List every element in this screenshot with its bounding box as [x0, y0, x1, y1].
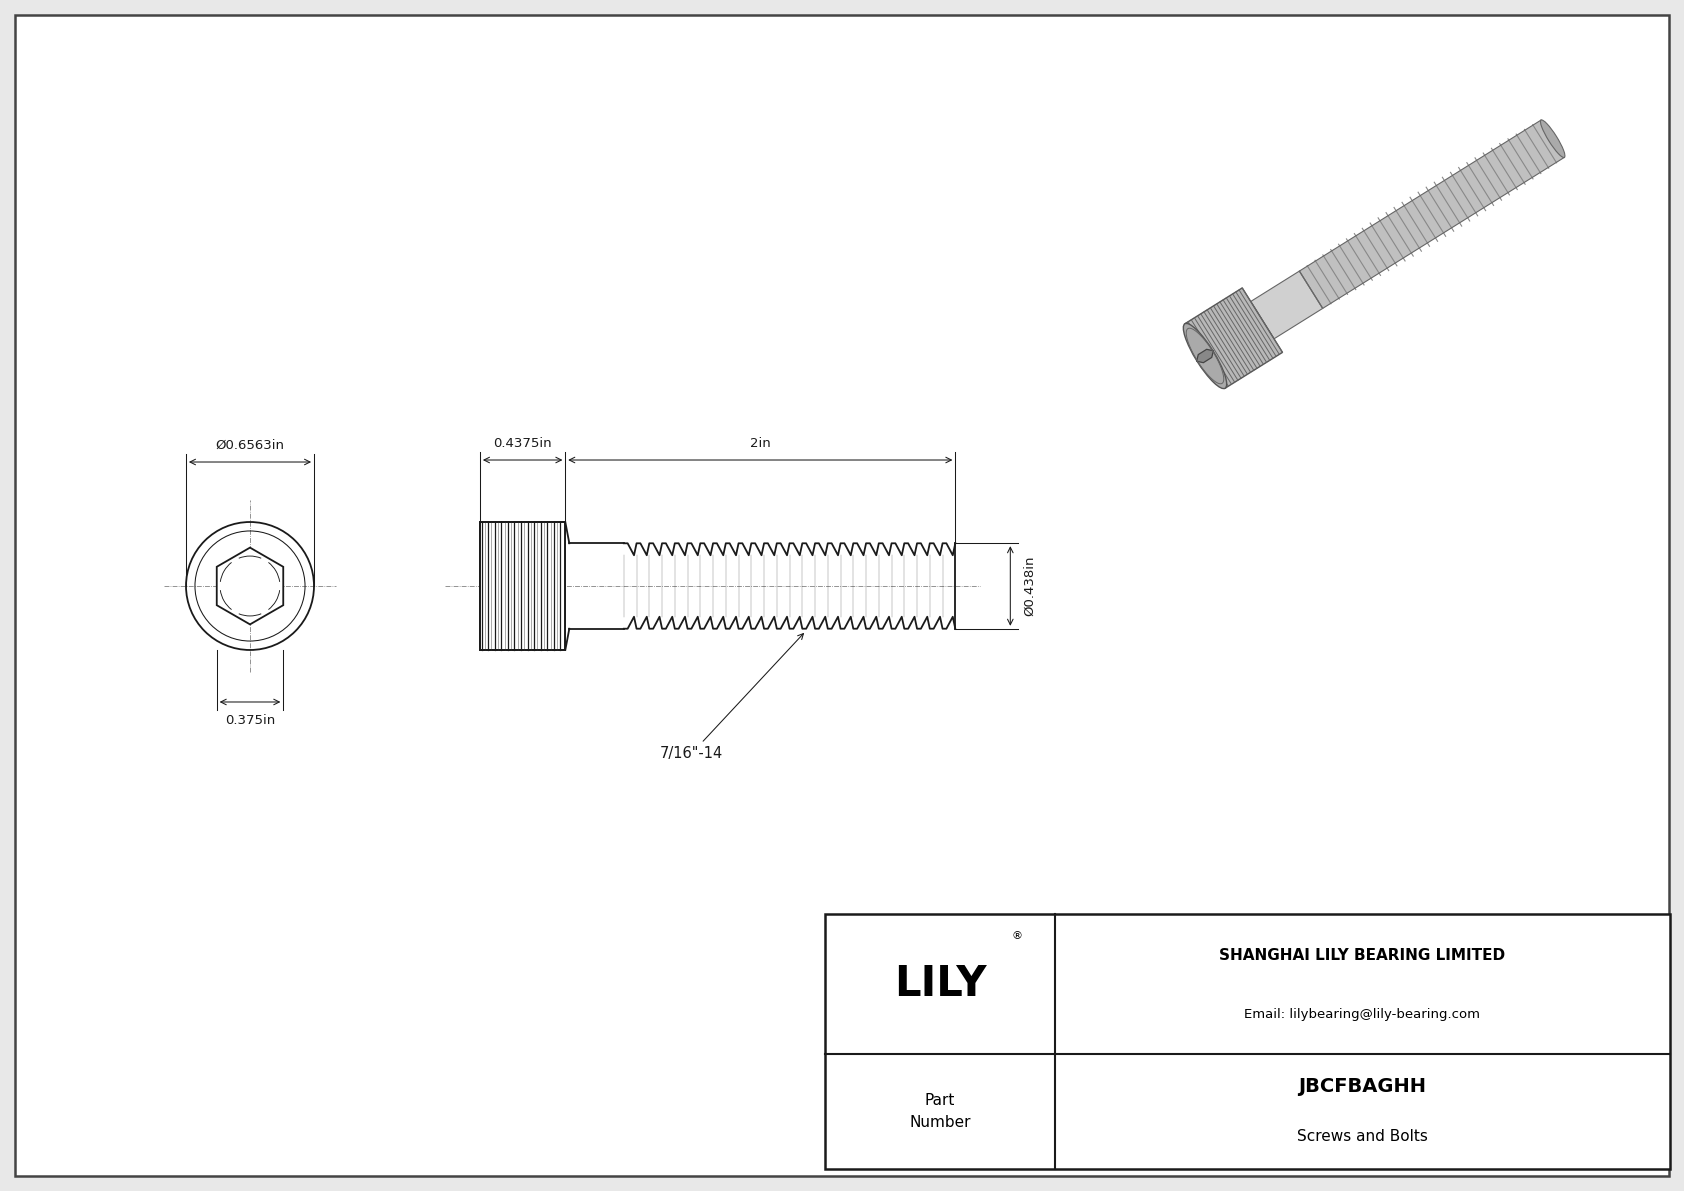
Bar — [480, 522, 566, 650]
Text: Email: lilybearing@lily-bearing.com: Email: lilybearing@lily-bearing.com — [1244, 1009, 1480, 1022]
Text: Part
Number: Part Number — [909, 1093, 970, 1130]
Text: SHANGHAI LILY BEARING LIMITED: SHANGHAI LILY BEARING LIMITED — [1219, 948, 1505, 964]
Text: 2in: 2in — [749, 437, 771, 450]
Text: JBCFBAGHH: JBCFBAGHH — [1298, 1077, 1426, 1096]
Ellipse shape — [1184, 324, 1226, 388]
Text: 0.375in: 0.375in — [226, 713, 274, 727]
Circle shape — [185, 522, 313, 650]
Text: LILY: LILY — [894, 964, 987, 1005]
Polygon shape — [1197, 349, 1214, 363]
Text: Ø0.438in: Ø0.438in — [1024, 556, 1036, 616]
Polygon shape — [1300, 120, 1564, 308]
Text: Screws and Bolts: Screws and Bolts — [1297, 1129, 1428, 1145]
Polygon shape — [1251, 272, 1322, 338]
Ellipse shape — [1541, 120, 1564, 157]
Text: Ø0.6563in: Ø0.6563in — [216, 439, 285, 453]
Circle shape — [195, 531, 305, 641]
Bar — [480, 522, 566, 650]
Text: 0.4375in: 0.4375in — [493, 437, 552, 450]
Bar — [825, 913, 1671, 1170]
Text: 7/16"-14: 7/16"-14 — [660, 634, 803, 761]
Polygon shape — [217, 548, 283, 624]
Polygon shape — [1186, 288, 1283, 388]
Text: ®: ® — [1012, 931, 1022, 941]
